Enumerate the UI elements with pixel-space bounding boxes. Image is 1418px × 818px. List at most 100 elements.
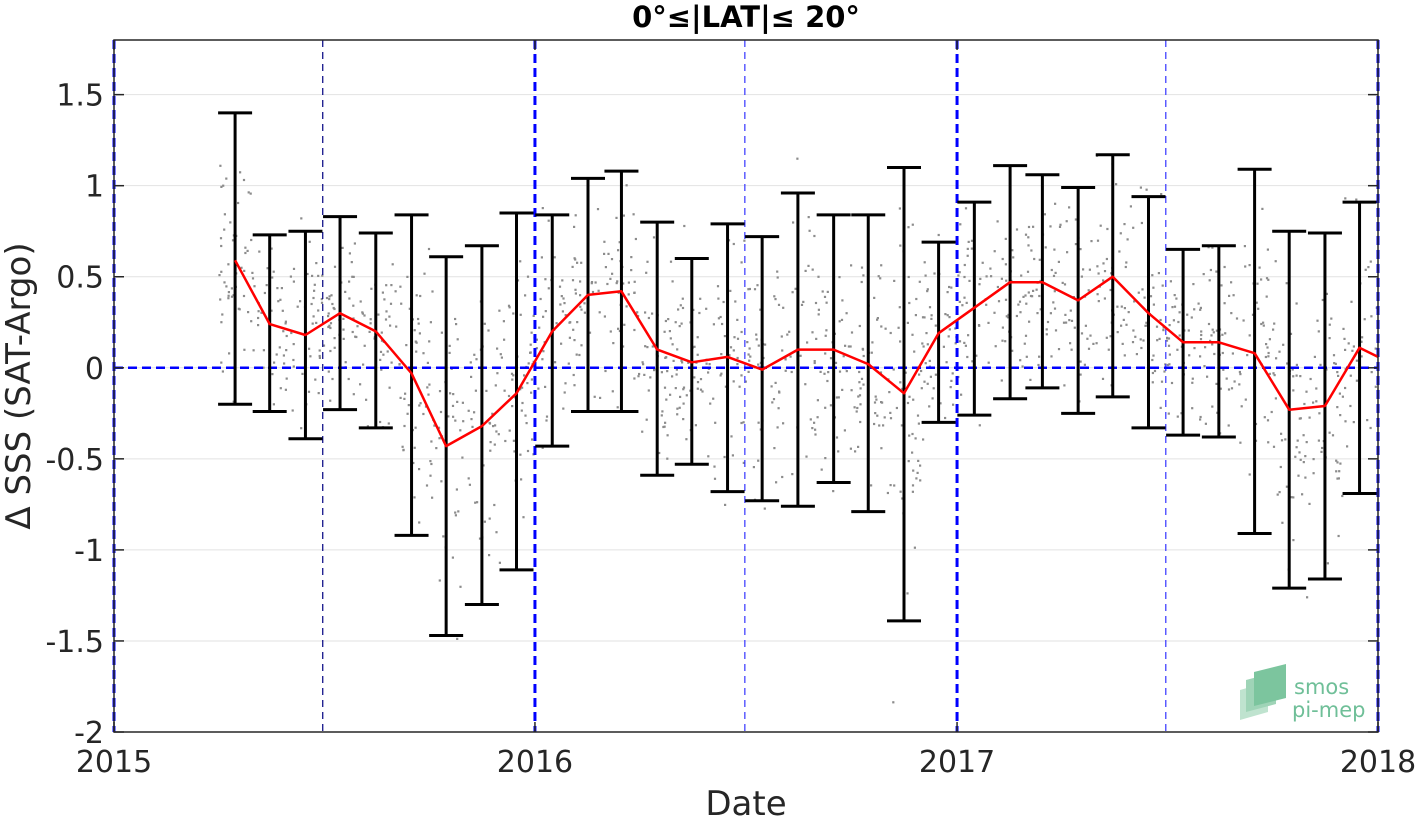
scatter-point: [1106, 227, 1109, 231]
scatter-point: [1346, 445, 1349, 448]
scatter-point: [252, 349, 255, 352]
scatter-point: [1268, 372, 1271, 375]
scatter-point: [348, 297, 351, 300]
scatter-point: [1038, 294, 1041, 298]
scatter-point: [482, 464, 485, 467]
scatter-point: [485, 389, 488, 392]
scatter-point: [494, 384, 497, 387]
scatter-point: [1079, 373, 1082, 376]
scatter-point: [270, 309, 273, 312]
scatter-point: [442, 535, 445, 538]
scatter-point: [390, 284, 393, 287]
scatter-point: [503, 389, 506, 392]
scatter-point: [666, 434, 669, 437]
scatter-point: [583, 302, 586, 305]
scatter-point: [1021, 365, 1024, 368]
scatter-point: [1086, 337, 1089, 340]
scatter-point: [824, 406, 827, 409]
scatter-point: [433, 424, 436, 427]
scatter-point: [412, 461, 415, 465]
scatter-point: [220, 321, 223, 324]
scatter-point: [315, 262, 318, 265]
scatter-point: [1170, 381, 1174, 385]
scatter-point: [1052, 274, 1056, 277]
scatter-point: [1244, 265, 1247, 268]
scatter-point: [911, 490, 914, 493]
scatter-point: [823, 295, 827, 298]
scatter-point: [873, 422, 876, 426]
scatter-point: [1267, 278, 1270, 281]
scatter-point: [299, 300, 302, 303]
scatter-point: [569, 321, 572, 324]
scatter-point: [1000, 379, 1003, 382]
scatter-point: [1140, 346, 1143, 350]
scatter-point: [775, 481, 778, 484]
scatter-point: [1326, 562, 1329, 565]
scatter-point: [1133, 300, 1136, 303]
scatter-point: [966, 254, 969, 257]
scatter-point: [218, 274, 221, 277]
scatter-point: [495, 430, 498, 433]
scatter-point: [328, 298, 331, 301]
scatter-point: [957, 274, 960, 277]
scatter-point: [1318, 412, 1321, 415]
scatter-point: [331, 377, 334, 381]
logo-line2: pi-mep: [1292, 698, 1365, 722]
scatter-point: [317, 309, 320, 312]
scatter-point: [329, 349, 332, 353]
scatter-point: [926, 290, 929, 293]
scatter-point: [641, 430, 644, 433]
scatter-point: [1370, 371, 1373, 374]
scatter-point: [649, 376, 652, 379]
scatter-point: [736, 337, 740, 340]
scatter-point: [573, 257, 576, 260]
scatter-point: [997, 300, 1001, 303]
scatter-point: [1031, 295, 1034, 298]
scatter-point: [351, 330, 354, 334]
scatter-point: [637, 314, 640, 318]
scatter-point: [418, 332, 421, 335]
scatter-point: [1159, 318, 1162, 322]
scatter-point: [500, 356, 503, 359]
scatter-point: [516, 279, 520, 282]
scatter-point: [576, 261, 579, 264]
scatter-point: [1336, 461, 1339, 464]
scatter-point: [221, 370, 224, 373]
scatter-point: [1193, 308, 1196, 311]
scatter-point: [262, 366, 265, 369]
scatter-point: [507, 394, 511, 398]
scatter-point: [1088, 268, 1091, 271]
scatter-point: [1036, 312, 1039, 315]
scatter-point: [1219, 387, 1222, 390]
scatter-point: [816, 416, 819, 419]
scatter-point: [1142, 339, 1145, 342]
scatter-point: [924, 362, 927, 365]
scatter-point: [771, 401, 774, 404]
scatter-point: [829, 404, 832, 407]
scatter-point: [417, 317, 420, 321]
scatter-point: [300, 217, 303, 220]
scatter-point: [219, 164, 222, 167]
scatter-point: [318, 354, 321, 358]
scatter-point: [461, 456, 464, 459]
scatter-point: [676, 407, 679, 410]
scatter-point: [748, 359, 751, 362]
scatter-point: [1262, 321, 1265, 324]
scatter-point: [645, 271, 648, 274]
scatter-point: [524, 414, 527, 417]
scatter-point: [1223, 265, 1226, 269]
scatter-point: [390, 361, 393, 364]
scatter-point: [1333, 362, 1336, 365]
scatter-point: [572, 373, 575, 377]
plot-area: [114, 40, 1378, 732]
scatter-point: [493, 503, 496, 507]
scatter-point: [475, 358, 478, 361]
scatter-point: [1118, 250, 1121, 253]
scatter-point: [712, 323, 715, 326]
scatter-point: [820, 468, 823, 471]
scatter-point: [1080, 275, 1083, 278]
x-tick-label: 2018: [1340, 745, 1416, 780]
scatter-point: [748, 287, 751, 291]
scatter-point: [965, 301, 968, 304]
